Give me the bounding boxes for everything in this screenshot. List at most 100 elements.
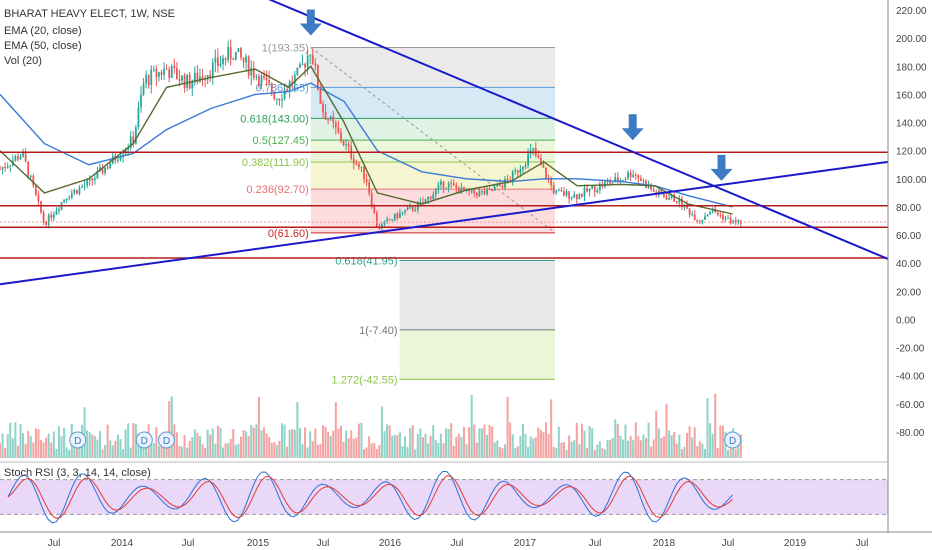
candle-body [158,72,160,77]
volume-bar [273,442,276,458]
candle-body [273,92,276,100]
volume-bar [332,430,335,458]
candle-body [537,155,540,159]
candle-body [570,197,573,199]
volume-bar [283,424,286,458]
volume-bar [222,447,225,458]
candle-body [106,167,109,169]
volume-bar [319,443,322,458]
candle-body [737,220,740,223]
volume-bar [324,426,327,458]
dividend-marker [69,431,87,449]
candle-body [639,178,642,181]
candle-body [563,191,565,196]
volume-bar [122,449,125,458]
volume-bar [355,437,358,458]
candle-body [252,67,255,78]
candle-body [427,196,429,200]
volume-bar [709,423,712,458]
candle-body [404,210,406,212]
candle-body [578,194,581,200]
volume-bar [40,439,43,458]
volume-bar [298,427,301,458]
candle-body [665,196,668,200]
volume-bar [119,439,122,458]
volume-bar [393,434,396,458]
volume-bar [368,436,371,458]
candle-body [155,68,158,77]
candle-body [327,119,330,121]
time-tick-label: Jul [722,538,735,549]
candle-body [642,180,645,182]
volume-bar [91,434,94,458]
volume-bar [480,428,483,458]
fib-level-label: 0.786(165) [256,82,309,94]
volume-bar [706,398,709,458]
candle-body [506,178,509,180]
volume-bar [60,436,63,458]
candle-body [324,112,327,120]
volume-bar [506,396,509,458]
volume-bar [260,430,263,458]
volume-bar [696,445,699,458]
candle-body [150,69,153,86]
candle-body [1,167,4,170]
price-tick-label: 60.00 [896,231,921,242]
volume-bar [363,449,366,458]
candle-body [622,179,624,181]
candle-body [206,74,209,80]
candle-body [637,175,640,179]
candle-body [545,167,547,179]
candle-body [588,188,591,192]
volume-bar [514,447,517,458]
arrow-layer [299,9,733,181]
volume-bar [288,430,291,458]
volume-bar [701,443,704,458]
volume-bar [127,423,130,458]
volume-bar [255,424,258,458]
candle-body [227,47,230,61]
price-tick-label: 120.00 [896,147,927,158]
volume-bar [180,446,184,458]
volume-bar [201,444,204,458]
volume-bar [22,433,25,458]
stoch-band [0,479,888,515]
volume-bar [439,433,442,458]
candle-body [24,151,27,162]
candle-body [609,181,611,184]
volume-bar [96,439,99,458]
volume-bar [637,436,640,458]
candle-body [201,76,204,80]
candle-body [696,220,699,222]
candle-body [211,62,214,78]
candle-body [319,89,322,104]
volume-bar [342,441,345,458]
volume-bar [250,424,253,458]
volume-bar [521,423,524,458]
volume-bar [714,393,717,458]
volume-bar [293,429,296,458]
fib-level-label: 0.618(143.00) [240,113,309,125]
volume-bar [465,444,468,458]
volume-bar [593,449,596,458]
volume-bar [306,447,309,458]
volume-bar [573,440,576,458]
candle-body [258,76,260,86]
candle-body [234,51,237,60]
candle-body [555,190,558,194]
candle-body [716,212,719,215]
volume-bar [455,436,458,458]
fib-zone [310,140,555,163]
candle-body [734,220,737,223]
candle-body [286,89,288,91]
dividend-label: D [141,436,148,447]
time-tick-label: Jul [317,538,330,549]
volume-bar [734,448,737,458]
volume-bar [665,403,668,458]
candle-body [183,75,186,88]
candle-body [573,194,576,198]
volume-bar [278,440,281,458]
candle-body [624,178,627,180]
candle-body [306,55,309,68]
